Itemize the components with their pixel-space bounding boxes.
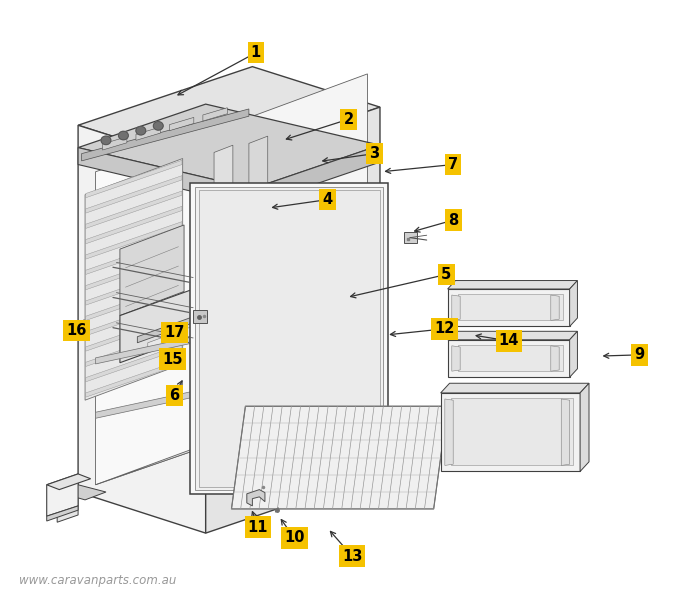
- Polygon shape: [253, 145, 380, 206]
- Text: www.caravanparts.com.au: www.caravanparts.com.au: [19, 574, 176, 588]
- Text: 5: 5: [441, 267, 452, 282]
- Polygon shape: [95, 387, 368, 485]
- Polygon shape: [47, 506, 78, 521]
- Text: 14: 14: [499, 333, 519, 348]
- Polygon shape: [440, 393, 580, 472]
- Polygon shape: [551, 346, 559, 371]
- Polygon shape: [203, 107, 228, 121]
- Text: 13: 13: [342, 549, 363, 563]
- Polygon shape: [86, 283, 182, 320]
- Polygon shape: [447, 289, 570, 327]
- Polygon shape: [86, 344, 182, 382]
- Polygon shape: [86, 191, 182, 228]
- Polygon shape: [405, 232, 417, 243]
- Text: 15: 15: [162, 351, 183, 367]
- Polygon shape: [451, 398, 573, 466]
- Polygon shape: [86, 360, 182, 397]
- Polygon shape: [256, 482, 270, 489]
- Text: 6: 6: [169, 388, 179, 403]
- Polygon shape: [86, 175, 182, 213]
- Text: 7: 7: [448, 157, 458, 172]
- Polygon shape: [169, 117, 194, 131]
- Text: 12: 12: [434, 321, 454, 336]
- Polygon shape: [57, 485, 106, 500]
- Text: 1: 1: [251, 46, 261, 60]
- Polygon shape: [444, 399, 453, 466]
- Polygon shape: [86, 160, 182, 198]
- Polygon shape: [249, 136, 267, 433]
- Text: 11: 11: [248, 520, 268, 535]
- Polygon shape: [137, 300, 239, 343]
- Circle shape: [136, 126, 146, 135]
- Polygon shape: [86, 253, 182, 290]
- Polygon shape: [452, 295, 460, 320]
- Polygon shape: [247, 490, 265, 506]
- Circle shape: [101, 136, 111, 144]
- Polygon shape: [214, 145, 233, 443]
- Text: 10: 10: [284, 531, 304, 546]
- Polygon shape: [195, 187, 384, 490]
- Circle shape: [118, 131, 128, 140]
- Polygon shape: [95, 353, 371, 418]
- Polygon shape: [78, 67, 380, 166]
- Polygon shape: [190, 183, 388, 494]
- Polygon shape: [452, 346, 460, 371]
- Polygon shape: [570, 280, 578, 327]
- Polygon shape: [86, 237, 182, 274]
- Polygon shape: [447, 331, 578, 340]
- Polygon shape: [458, 294, 563, 320]
- Polygon shape: [120, 267, 254, 363]
- Polygon shape: [78, 125, 206, 533]
- Polygon shape: [86, 314, 182, 351]
- Polygon shape: [580, 383, 589, 472]
- Text: 3: 3: [370, 146, 379, 161]
- Polygon shape: [136, 127, 160, 140]
- Polygon shape: [95, 299, 371, 364]
- Polygon shape: [86, 222, 182, 259]
- Polygon shape: [551, 295, 559, 320]
- Polygon shape: [447, 280, 578, 289]
- Polygon shape: [561, 399, 570, 466]
- Text: 16: 16: [66, 323, 87, 338]
- Polygon shape: [200, 74, 368, 449]
- Polygon shape: [86, 329, 182, 367]
- Polygon shape: [86, 268, 182, 305]
- Polygon shape: [232, 406, 447, 509]
- Polygon shape: [447, 340, 570, 377]
- Polygon shape: [78, 104, 380, 189]
- Polygon shape: [85, 158, 183, 400]
- Circle shape: [153, 121, 163, 130]
- Polygon shape: [82, 109, 249, 161]
- Polygon shape: [193, 310, 207, 323]
- Polygon shape: [86, 299, 182, 336]
- Polygon shape: [120, 225, 184, 316]
- Text: 9: 9: [634, 347, 645, 362]
- Text: 2: 2: [344, 112, 354, 127]
- Text: 17: 17: [164, 325, 185, 340]
- Polygon shape: [570, 331, 578, 377]
- Polygon shape: [458, 345, 563, 371]
- Polygon shape: [47, 474, 90, 490]
- Polygon shape: [440, 383, 589, 393]
- Polygon shape: [199, 190, 380, 487]
- Polygon shape: [148, 308, 242, 352]
- Polygon shape: [102, 137, 127, 150]
- Polygon shape: [86, 206, 182, 244]
- Polygon shape: [78, 148, 253, 206]
- Text: 4: 4: [323, 192, 332, 207]
- Polygon shape: [206, 107, 380, 533]
- Polygon shape: [47, 474, 78, 516]
- Polygon shape: [57, 485, 78, 522]
- Text: 8: 8: [448, 212, 458, 228]
- Polygon shape: [95, 135, 200, 485]
